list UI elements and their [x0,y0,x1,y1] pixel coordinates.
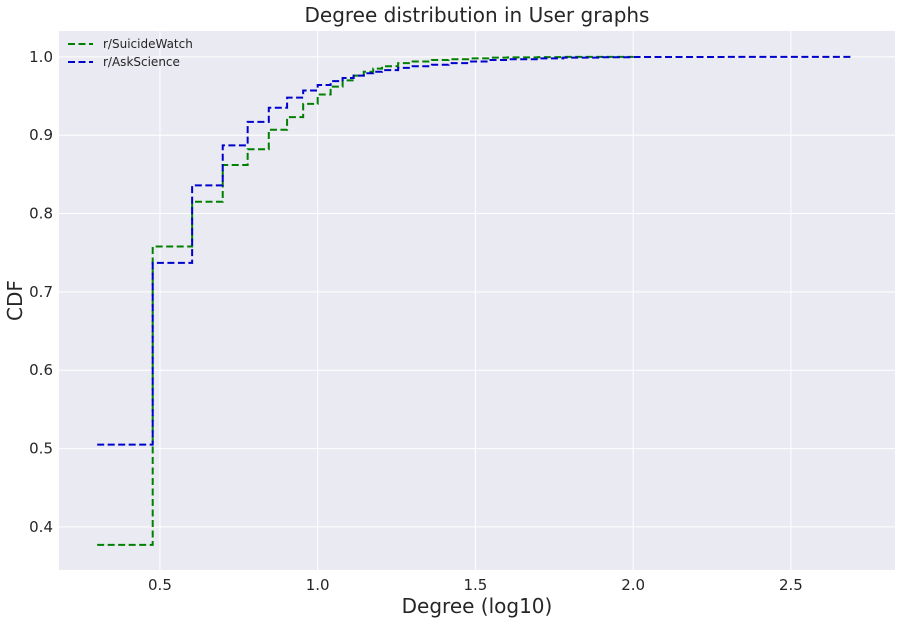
series-line-askscience [97,55,854,446]
x-tick-label: 1.0 [306,576,330,594]
x-tick-label: 2.0 [621,576,645,594]
x-gridlines [159,31,792,570]
y-tick-label: 0.6 [29,361,53,379]
y-tick-label: 0.8 [29,205,53,223]
x-axis-label: Degree (log10) [402,594,553,618]
legend: r/SuicideWatch r/AskScience [68,37,193,69]
y-tick-label: 0.9 [29,126,53,144]
y-tick-label: 0.4 [29,518,53,536]
x-tick-label: 1.5 [463,576,487,594]
y-tick-label: 0.5 [29,440,53,458]
series-line-suicidewatch [97,55,634,546]
x-tick-labels: 0.5 1.0 1.5 2.0 2.5 [148,576,803,594]
y-axis-label: CDF [3,280,27,321]
x-tick-label: 2.5 [779,576,803,594]
x-tick-label: 0.5 [148,576,172,594]
legend-label: r/AskScience [103,55,180,69]
plot-area [59,31,895,570]
legend-label: r/SuicideWatch [103,37,193,51]
y-tick-label: 1.0 [29,48,53,66]
chart-title: Degree distribution in User graphs [305,3,650,27]
y-tick-label: 0.7 [29,283,53,301]
series-layer [97,55,854,546]
y-tick-labels: 0.4 0.5 0.6 0.7 0.8 0.9 1.0 [29,48,53,536]
